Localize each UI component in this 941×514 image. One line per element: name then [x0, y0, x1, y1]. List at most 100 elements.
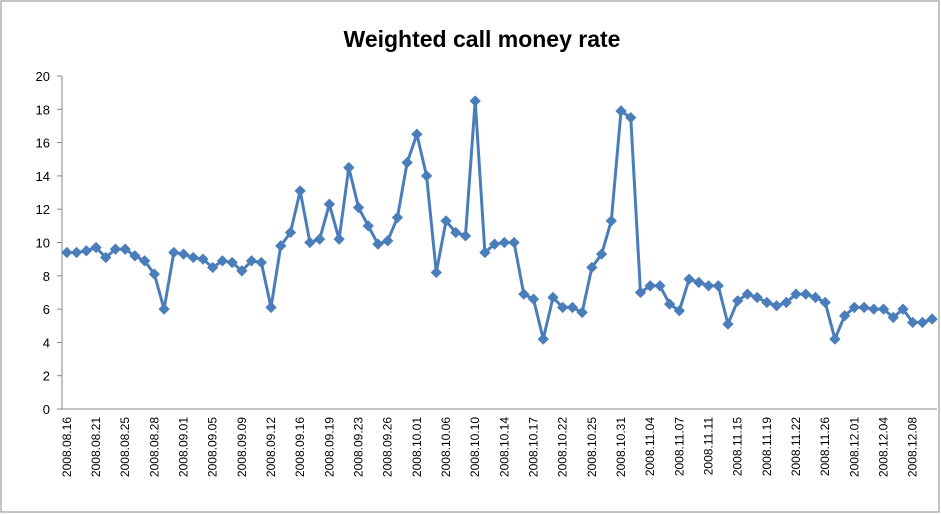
marker [761, 296, 773, 309]
chart-title: Weighted call money rate [344, 26, 621, 52]
marker [868, 303, 880, 315]
marker [177, 248, 190, 260]
y-tick-label: 12 [36, 202, 50, 217]
marker [382, 235, 394, 247]
marker [926, 313, 938, 325]
marker [488, 238, 501, 250]
marker [741, 288, 754, 300]
x-tick-label: 2008.10.10 [468, 417, 482, 477]
marker [313, 233, 326, 245]
marker [430, 266, 442, 279]
x-tick-label: 2008.10.25 [585, 417, 599, 477]
marker [595, 248, 608, 260]
marker [352, 201, 365, 214]
marker [197, 253, 209, 265]
marker [459, 230, 472, 242]
x-tick-label: 2008.12.04 [877, 417, 891, 477]
marker [411, 128, 423, 140]
marker [634, 286, 647, 299]
x-tick-label: 2008.08.28 [147, 417, 161, 477]
x-tick-label: 2008.10.17 [527, 417, 541, 477]
marker [518, 288, 530, 300]
y-tick-label: 14 [36, 169, 50, 184]
marker [654, 280, 666, 292]
marker [236, 265, 248, 277]
marker [780, 296, 792, 309]
marker [683, 273, 695, 285]
marker [158, 303, 170, 315]
y-tick-label: 20 [36, 69, 50, 84]
x-tick-label: 2008.10.31 [614, 417, 628, 477]
marker [207, 261, 219, 274]
marker [420, 170, 433, 182]
x-tick-label: 2008.09.19 [322, 417, 336, 477]
marker [226, 256, 238, 269]
marker [508, 236, 520, 249]
marker [138, 255, 151, 267]
x-tick-label: 2008.11.22 [789, 417, 803, 476]
marker [605, 215, 617, 227]
marker [751, 291, 763, 304]
y-tick-label: 2 [43, 369, 50, 384]
x-tick-label: 2008.10.14 [497, 417, 511, 477]
marker [372, 238, 384, 250]
x-tick-label: 2008.10.01 [410, 417, 424, 477]
x-tick-label: 2008.12.01 [847, 417, 861, 477]
marker [294, 185, 306, 197]
x-tick-label: 2008.09.23 [352, 417, 366, 477]
marker [916, 316, 929, 329]
x-tick-label: 2008.09.12 [264, 417, 278, 477]
y-tick-label: 10 [36, 236, 50, 251]
marker [187, 251, 199, 264]
y-tick-label: 0 [43, 402, 50, 417]
x-tick-label: 2008.10.06 [439, 417, 453, 477]
marker [732, 295, 744, 307]
marker [129, 250, 141, 262]
marker [323, 198, 336, 210]
marker [819, 296, 831, 309]
marker [275, 240, 287, 252]
y-tick-label: 6 [43, 302, 50, 317]
marker [391, 211, 404, 224]
marker [216, 255, 229, 267]
x-tick-label: 2008.09.26 [381, 417, 395, 477]
x-tick-label: 2008.11.11 [702, 417, 716, 476]
marker [566, 301, 579, 314]
marker [343, 161, 355, 174]
marker [304, 236, 316, 249]
marker [255, 256, 267, 269]
marker [809, 291, 822, 304]
x-tick-label: 2008.08.25 [118, 417, 132, 477]
x-tick-label: 2008.08.21 [89, 417, 103, 477]
marker [702, 280, 715, 292]
marker [537, 333, 549, 345]
x-tick-label: 2008.09.05 [206, 417, 220, 477]
marker [527, 293, 540, 305]
marker [245, 255, 258, 267]
x-tick-label: 2008.11.07 [672, 417, 686, 476]
y-tick-label: 18 [36, 102, 50, 117]
x-tick-label: 2008.11.19 [760, 417, 774, 476]
y-tick-label: 8 [43, 269, 50, 284]
marker [440, 215, 452, 227]
marker [148, 268, 161, 280]
x-tick-label: 2008.12.08 [906, 417, 920, 477]
marker [673, 305, 686, 317]
x-tick-label: 2008.11.26 [818, 417, 832, 476]
x-tick-label: 2008.08.16 [60, 417, 74, 477]
marker [586, 261, 598, 274]
marker [450, 226, 462, 239]
marker [712, 280, 724, 292]
marker [829, 333, 841, 345]
y-tick-label: 16 [36, 136, 50, 151]
marker [401, 156, 413, 169]
x-tick-label: 2008.10.22 [556, 417, 570, 477]
marker [100, 251, 112, 264]
marker [897, 303, 909, 315]
marker [722, 318, 734, 330]
marker [800, 288, 812, 300]
x-tick-label: 2008.09.09 [235, 417, 249, 477]
marker [663, 298, 676, 310]
marker [848, 301, 861, 314]
